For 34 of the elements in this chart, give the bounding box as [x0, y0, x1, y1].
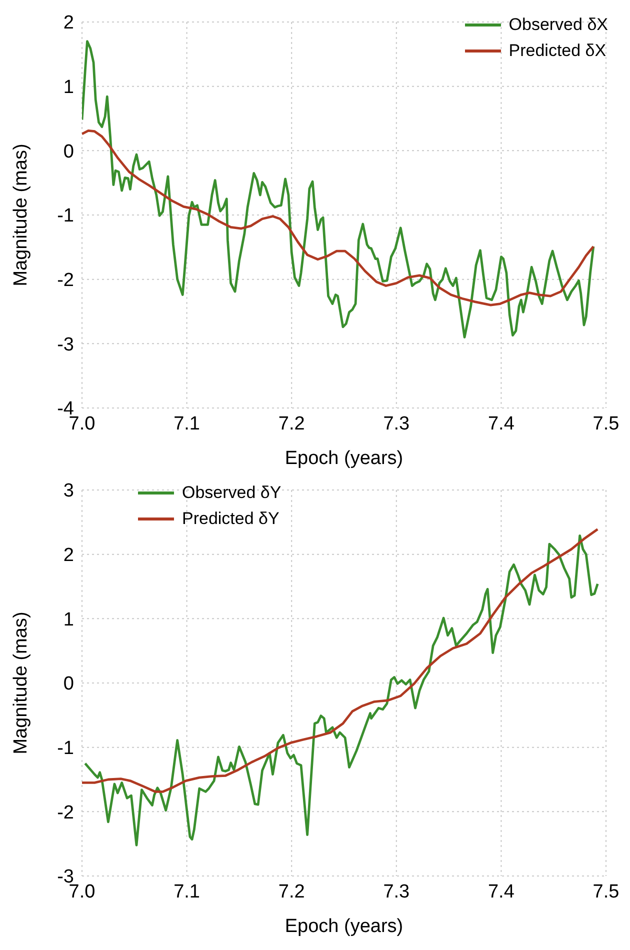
y-tick-label: -2	[57, 270, 74, 292]
x-tick-label: 7.1	[174, 413, 200, 434]
legend-label: Observed δX	[508, 14, 608, 36]
y-tick-label: 0	[63, 674, 74, 695]
y-tick-label: 0	[63, 141, 74, 162]
x-tick-label: 7.4	[488, 413, 515, 434]
y-tick-label: 1	[63, 77, 74, 98]
x-tick-label: 7.5	[592, 881, 620, 902]
y-tick-label: -1	[57, 738, 74, 760]
y-tick-label: -3	[57, 334, 74, 356]
x-tick-label: 7.0	[68, 413, 96, 434]
legend-label: Predicted δY	[182, 508, 280, 530]
y-tick-label: -1	[57, 206, 74, 227]
line-series	[84, 534, 599, 846]
x-tick-label: 7.5	[592, 413, 620, 434]
x-tick-label: 7.2	[278, 413, 305, 434]
x-axis-title: Epoch (years)	[284, 448, 404, 469]
legend-label: Predicted δX	[508, 40, 606, 62]
x-tick-label: 7.2	[278, 881, 305, 902]
x-tick-label: 7.4	[488, 881, 515, 902]
y-tick-label: 2	[63, 12, 74, 34]
legend-label: Observed δY	[182, 482, 282, 504]
x-tick-label: 7.3	[383, 413, 410, 434]
y-axis-title: Magnitude (mas)	[10, 612, 32, 754]
x-axis-title: Epoch (years)	[284, 916, 404, 937]
y-tick-label: 2	[63, 545, 74, 566]
y-axis-title: Magnitude (mas)	[10, 144, 32, 286]
line-series	[82, 528, 599, 793]
line-series	[82, 130, 595, 306]
y-tick-label: -2	[57, 802, 74, 824]
y-tick-label: 1	[63, 609, 74, 630]
y-tick-label: 3	[63, 480, 74, 502]
x-tick-label: 7.3	[383, 881, 410, 902]
x-tick-label: 7.1	[174, 881, 200, 902]
